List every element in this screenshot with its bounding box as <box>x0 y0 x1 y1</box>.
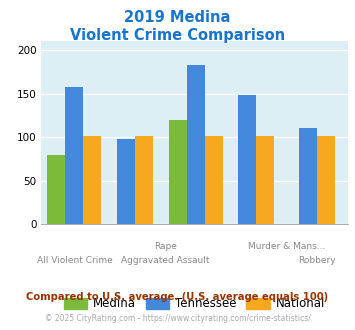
Bar <box>169 120 187 224</box>
Text: Aggravated Assault: Aggravated Assault <box>121 256 209 265</box>
Bar <box>117 139 135 224</box>
Text: All Violent Crime: All Violent Crime <box>37 256 112 265</box>
Bar <box>299 128 317 224</box>
Bar <box>83 136 102 224</box>
Text: © 2025 CityRating.com - https://www.cityrating.com/crime-statistics/: © 2025 CityRating.com - https://www.city… <box>45 314 310 323</box>
Text: Murder & Mans...: Murder & Mans... <box>248 243 325 251</box>
Text: Rape: Rape <box>154 243 177 251</box>
Legend: Medina, Tennessee, National: Medina, Tennessee, National <box>59 293 330 315</box>
Bar <box>47 155 65 224</box>
Text: Robbery: Robbery <box>298 256 335 265</box>
Bar <box>238 95 256 224</box>
Text: Violent Crime Comparison: Violent Crime Comparison <box>70 28 285 43</box>
Text: 2019 Medina: 2019 Medina <box>124 10 231 25</box>
Bar <box>204 136 223 224</box>
Text: Compared to U.S. average. (U.S. average equals 100): Compared to U.S. average. (U.S. average … <box>26 292 329 302</box>
Bar <box>256 136 274 224</box>
Bar <box>317 136 335 224</box>
Bar <box>135 136 153 224</box>
Bar <box>187 65 204 224</box>
Bar <box>65 87 83 224</box>
